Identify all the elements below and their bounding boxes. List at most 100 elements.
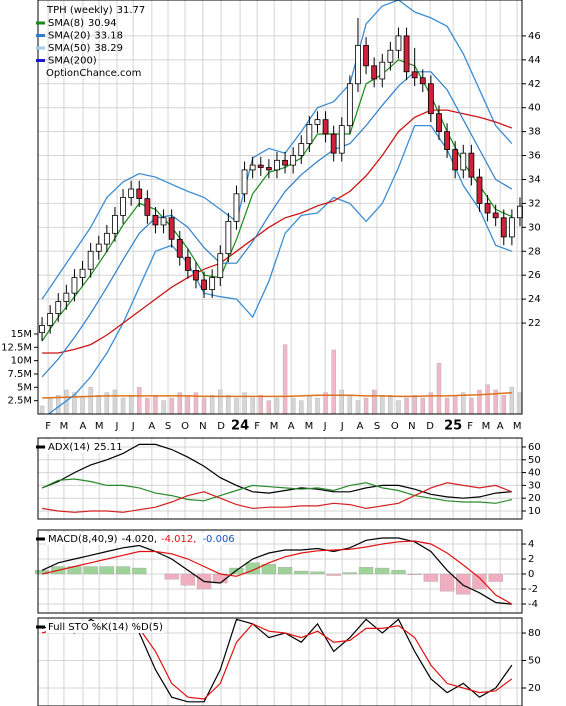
y-tick-label: 20 <box>528 683 541 694</box>
volume-tick-label: 7.5M <box>7 369 32 380</box>
x-tick-label: F <box>45 421 51 432</box>
volume-bar <box>96 395 101 415</box>
histogram-bar <box>277 567 293 575</box>
volume-bar <box>39 405 45 415</box>
histogram-bar <box>115 566 131 575</box>
candle-body <box>152 214 159 226</box>
candle-body <box>411 71 418 79</box>
candle-body <box>274 159 280 171</box>
histogram-bar <box>456 573 471 595</box>
candle-body <box>492 212 499 219</box>
histogram-bar <box>132 567 147 575</box>
panel-frame <box>37 529 523 614</box>
x-tick-label: S <box>165 421 171 432</box>
candle-body <box>460 152 467 171</box>
x-tick-label: F <box>254 421 260 432</box>
y-tick-label: 40 <box>528 468 541 479</box>
y-tick-label: 60 <box>528 442 541 453</box>
y-tick-label: 26 <box>528 270 541 281</box>
volume-bar <box>469 397 474 415</box>
indicator-line <box>41 478 513 504</box>
x-tick-label: A <box>80 421 87 432</box>
volume-bar <box>380 395 385 415</box>
candle-body <box>282 159 288 166</box>
candle-body <box>395 35 402 51</box>
y-tick-label: -4 <box>528 599 538 610</box>
volume-bar <box>299 400 304 415</box>
candle-body <box>193 270 199 281</box>
volume-bar <box>169 397 174 415</box>
volume-bar <box>112 389 118 415</box>
candle-body <box>120 197 126 216</box>
histogram-bar <box>375 567 390 575</box>
y-tick-label: 42 <box>528 79 541 90</box>
volume-bar <box>339 389 344 415</box>
histogram-bar <box>391 570 406 575</box>
histogram-bar <box>310 571 325 575</box>
volume-bar <box>258 395 263 415</box>
y-tick-label: 4 <box>528 539 534 550</box>
y-tick-label: 50 <box>528 455 541 466</box>
volume-bar <box>218 389 223 415</box>
volume-bar <box>420 397 425 415</box>
volume-bar <box>485 384 490 415</box>
panel-frame <box>37 0 523 415</box>
candle-body <box>144 198 151 216</box>
volume-bar <box>371 389 377 415</box>
y-tick-label: 0 <box>528 569 534 580</box>
volume-bar <box>88 387 93 415</box>
legend-backdrop <box>46 621 165 633</box>
legend-value: 38.29 <box>94 43 123 54</box>
volume-bar <box>209 395 215 415</box>
volume-bar <box>234 397 239 415</box>
panel-title: Full STO %K(14) %D(5) <box>48 622 163 633</box>
candle-body <box>87 250 94 270</box>
legend-name: MACD(8,40,9) <box>48 534 118 545</box>
candle-body <box>452 149 459 171</box>
candle-body <box>184 256 191 271</box>
candle-body <box>298 143 305 156</box>
volume-bar <box>128 395 134 415</box>
histogram-bar <box>294 570 309 575</box>
volume-bar <box>396 400 401 415</box>
candle-body <box>201 279 207 290</box>
volume-bar <box>153 395 158 415</box>
candle-body <box>168 217 175 240</box>
histogram-bar <box>358 567 374 575</box>
histogram-bar <box>326 573 341 576</box>
candle-body <box>217 253 224 278</box>
legend-backdrop <box>46 441 121 453</box>
candle-body <box>63 292 70 302</box>
candle-body <box>39 325 45 334</box>
panel-frame <box>37 617 523 706</box>
y-tick-label: 30 <box>528 222 541 233</box>
histogram-bar <box>83 566 98 575</box>
volume-bar <box>145 397 150 415</box>
volume-bar <box>404 397 409 415</box>
x-tick-label: J <box>131 421 135 432</box>
legend-value: 25.11 <box>94 442 123 453</box>
volume-bar <box>436 363 442 415</box>
x-tick-label: F <box>467 421 473 432</box>
volume-bar <box>266 400 272 415</box>
candle-body <box>160 217 167 226</box>
legend-value: 33.18 <box>94 31 123 42</box>
legend-entry: SMA(200) <box>48 56 97 67</box>
histogram-bar <box>423 573 439 582</box>
panel-frame <box>37 437 523 520</box>
x-tick-label: 24 <box>231 419 249 434</box>
volume-bar <box>347 395 353 415</box>
candle-body <box>476 176 483 204</box>
indicator-line <box>41 443 512 499</box>
candle-body <box>363 45 369 67</box>
volume-tick-label: 12.5M <box>1 342 32 353</box>
volume-bar <box>226 395 231 415</box>
candle-body <box>403 35 410 73</box>
histogram-bar <box>164 573 179 580</box>
x-tick-label: O <box>391 421 399 432</box>
candle-body <box>225 220 232 255</box>
x-tick-label: M <box>60 421 69 432</box>
volume-bar <box>501 395 506 415</box>
y-tick-label: 40 <box>528 103 541 114</box>
volume-bar <box>363 397 369 415</box>
